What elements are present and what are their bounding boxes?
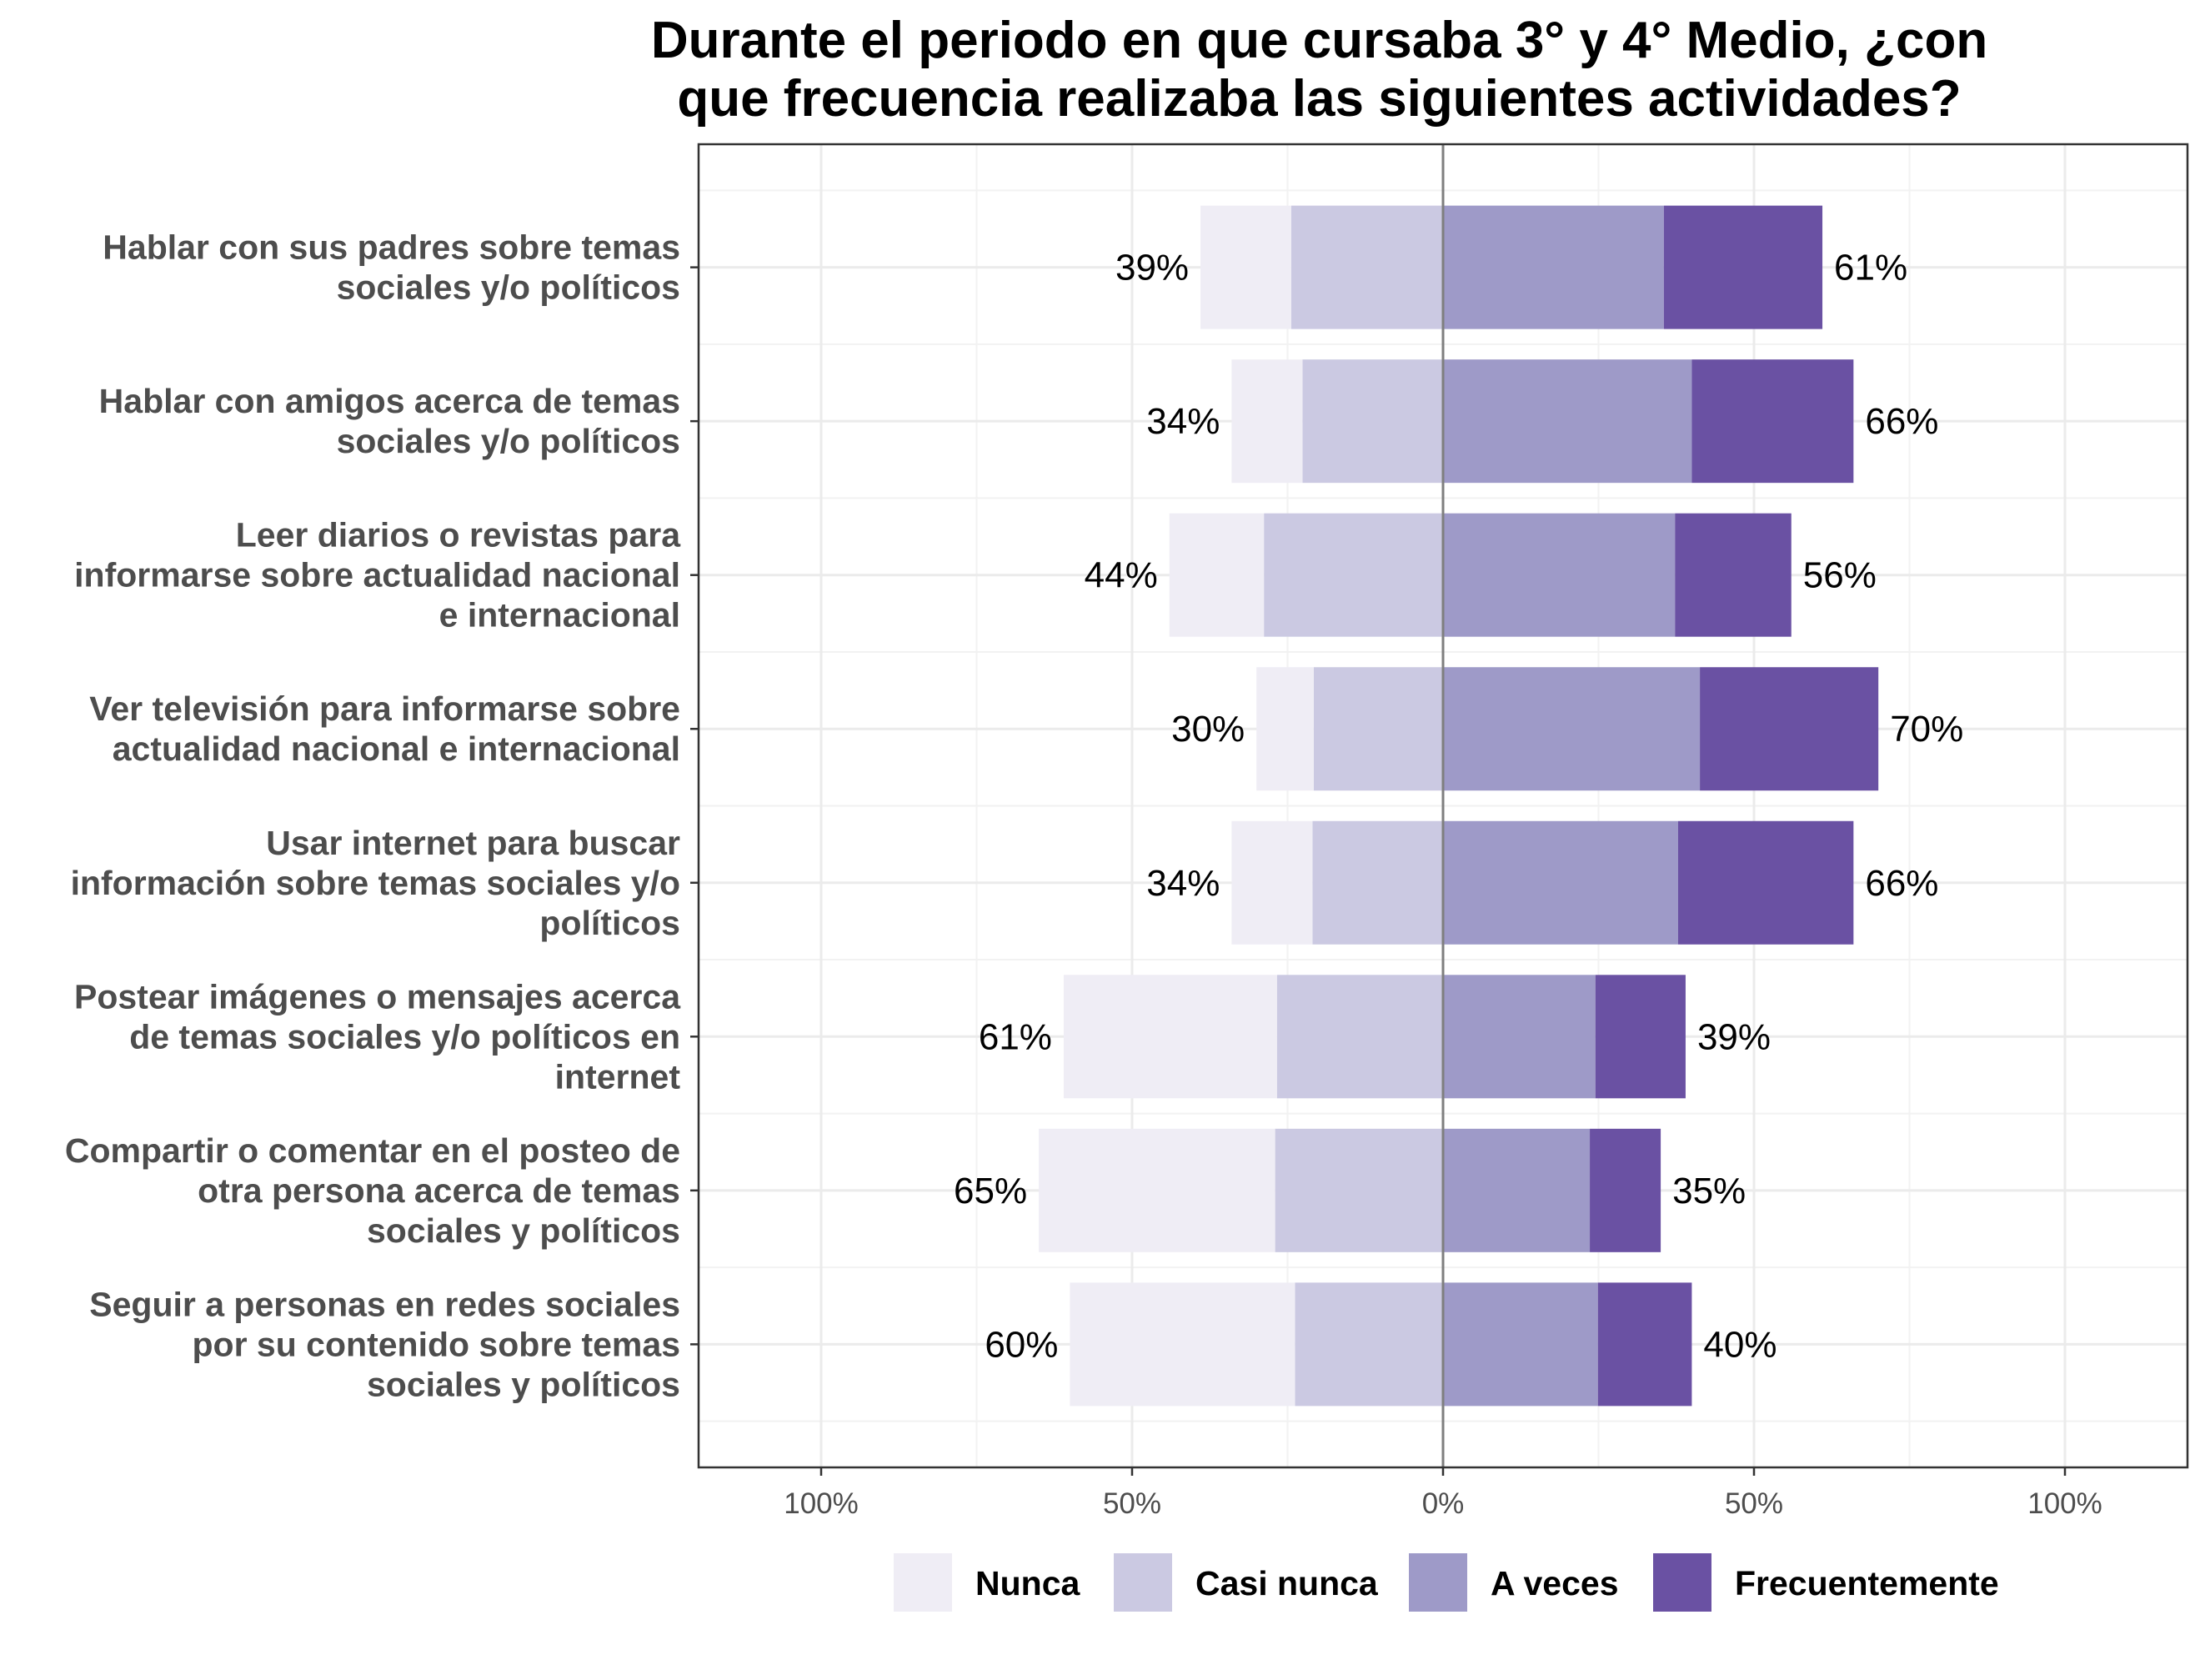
- legend: Nunca Casi nunca A veces Frecuentemente: [894, 1553, 1999, 1612]
- bar-a-veces: [1443, 975, 1596, 1099]
- legend-label: Nunca: [975, 1564, 1081, 1602]
- negative-total-label: 44%: [1085, 555, 1158, 596]
- x-tick-label: 100%: [784, 1487, 859, 1520]
- bar-a-veces: [1443, 359, 1692, 484]
- category-label: Ver televisión para informarse sobre actu…: [89, 690, 680, 768]
- category-label-line: e internacional: [439, 596, 680, 634]
- negative-total-label: 61%: [979, 1016, 1052, 1057]
- bar-frecuentemente: [1691, 359, 1854, 484]
- bar-casi-nunca: [1276, 975, 1443, 1099]
- axes: 100% 50% 0% 50% 100%: [690, 143, 2189, 1520]
- chart-title: Durante el periodo en que cursaba 3° y 4…: [433, 12, 2205, 128]
- category-label: Usar internet para buscar información sob…: [71, 824, 680, 942]
- bar-a-veces: [1443, 1128, 1591, 1252]
- x-tick-label: 50%: [1725, 1487, 1783, 1520]
- category-label: Postear imágenes o mensajes acerca de tem…: [74, 977, 681, 1096]
- bar-frecuentemente: [1700, 667, 1879, 791]
- category-label-line: Usar internet para buscar: [266, 824, 680, 862]
- bar-casi-nunca: [1275, 1128, 1443, 1252]
- chart-title-line-1: Durante el periodo en que cursaba 3° y 4…: [650, 12, 1988, 69]
- bar-casi-nunca: [1290, 205, 1443, 329]
- category-label-line: otra persona acerca de temas: [198, 1171, 680, 1210]
- x-tick-label: 0%: [1422, 1487, 1465, 1520]
- negative-total-label: 60%: [985, 1324, 1058, 1365]
- legend-label: Frecuentemente: [1735, 1564, 1999, 1602]
- bar-nunca: [1256, 667, 1314, 791]
- bar-casi-nunca: [1295, 1282, 1443, 1407]
- category-label: Compartir o comentar en el posteo de otra…: [65, 1131, 680, 1250]
- category-label-line: Compartir o comentar en el posteo de: [65, 1131, 680, 1170]
- positive-total-label: 56%: [1803, 555, 1877, 596]
- legend-label: Casi nunca: [1195, 1564, 1379, 1602]
- category-label-line: de temas sociales y/o políticos en: [129, 1017, 680, 1056]
- bar-casi-nunca: [1312, 820, 1443, 945]
- category-label-line: por su contenido sobre temas: [193, 1325, 681, 1363]
- category-label-line: información sobre temas sociales y/o: [71, 864, 680, 902]
- bar-frecuentemente: [1590, 1128, 1661, 1252]
- positive-total-label: 66%: [1865, 863, 1938, 904]
- bar-casi-nunca: [1313, 667, 1443, 791]
- bar-nunca: [1039, 1128, 1275, 1252]
- bar-nunca: [1063, 975, 1277, 1099]
- bar-nunca: [1231, 359, 1303, 484]
- category-label-line: Leer diarios o revistas para: [236, 516, 681, 554]
- positive-total-label: 66%: [1865, 401, 1938, 442]
- category-label-line: Postear imágenes o mensajes acerca: [74, 977, 681, 1016]
- bar-frecuentemente: [1675, 513, 1792, 637]
- bar-a-veces: [1443, 820, 1678, 945]
- bar-nunca: [1200, 205, 1291, 329]
- bar-a-veces: [1443, 513, 1676, 637]
- bar-frecuentemente: [1677, 820, 1854, 945]
- positive-total-label: 39%: [1697, 1016, 1771, 1057]
- legend-swatch: [1114, 1553, 1172, 1612]
- x-tick-label: 100%: [2027, 1487, 2102, 1520]
- bar-nunca: [1070, 1282, 1295, 1407]
- chart-title-line-2: que frecuencia realizaba las siguientes …: [677, 70, 1962, 128]
- bar-frecuentemente: [1597, 1282, 1692, 1407]
- category-label-line: Seguir a personas en redes sociales: [89, 1285, 680, 1323]
- bar-nunca: [1231, 820, 1313, 945]
- negative-total-label: 39%: [1115, 248, 1189, 288]
- bar-a-veces: [1443, 667, 1701, 791]
- category-label-line: sociales y/o políticos: [337, 268, 680, 307]
- category-label-line: sociales y/o políticos: [337, 422, 680, 460]
- bar-frecuentemente: [1663, 205, 1823, 329]
- category-label: Hablar con sus padres sobre temas sociale…: [103, 228, 680, 307]
- legend-swatch: [894, 1553, 952, 1612]
- negative-total-label: 34%: [1146, 863, 1220, 904]
- category-label-line: políticos: [539, 904, 680, 942]
- positive-total-label: 35%: [1672, 1171, 1746, 1211]
- category-label: Seguir a personas en redes sociales por s…: [89, 1285, 680, 1403]
- bar-casi-nunca: [1264, 513, 1443, 637]
- category-label-line: internet: [555, 1057, 681, 1096]
- bar-casi-nunca: [1302, 359, 1443, 484]
- positive-total-label: 70%: [1890, 709, 1963, 750]
- legend-swatch: [1653, 1553, 1711, 1612]
- positive-total-label: 61%: [1834, 248, 1907, 288]
- bar-a-veces: [1443, 205, 1664, 329]
- category-label: Hablar con amigos acerca de temas sociale…: [99, 382, 680, 460]
- bar-frecuentemente: [1595, 975, 1686, 1099]
- negative-total-label: 65%: [954, 1171, 1027, 1211]
- legend-label: A veces: [1491, 1564, 1619, 1602]
- negative-total-label: 34%: [1146, 401, 1220, 442]
- negative-total-label: 30%: [1171, 709, 1245, 750]
- category-label-line: Hablar con amigos acerca de temas: [99, 382, 680, 420]
- category-label: Leer diarios o revistas para informarse s…: [74, 516, 681, 634]
- category-label-line: informarse sobre actualidad nacional: [74, 556, 680, 594]
- bar-nunca: [1169, 513, 1265, 637]
- category-label-line: Hablar con sus padres sobre temas: [103, 228, 680, 267]
- category-label-line: actualidad nacional e internacional: [113, 730, 680, 768]
- labels: 39% 61% 34% 66% 44% 56% 30% 70% 34% 66% 61% 39% 65% 3…: [65, 228, 1963, 1404]
- positive-total-label: 40%: [1703, 1324, 1777, 1365]
- x-tick-label: 50%: [1103, 1487, 1161, 1520]
- bar-a-veces: [1443, 1282, 1598, 1407]
- category-label-line: Ver televisión para informarse sobre: [89, 690, 680, 728]
- category-label-line: sociales y políticos: [367, 1365, 680, 1403]
- bars: [1039, 205, 1879, 1407]
- legend-swatch: [1409, 1553, 1467, 1612]
- category-label-line: sociales y políticos: [367, 1211, 680, 1250]
